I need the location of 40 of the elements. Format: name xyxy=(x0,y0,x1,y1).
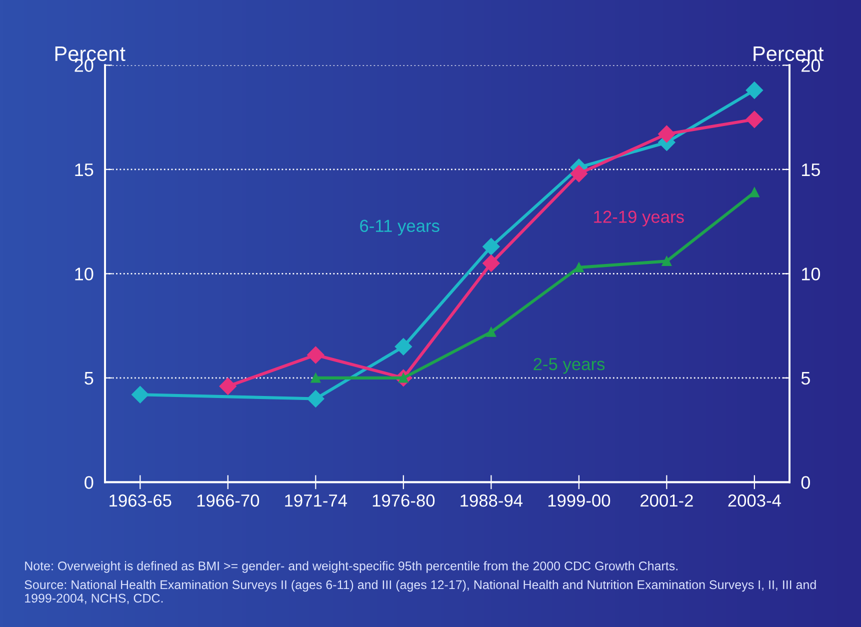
y-tick-label: 0 xyxy=(84,476,94,489)
y2-tick-label: 0 xyxy=(801,476,810,489)
series-label: 12-19 years xyxy=(594,210,684,226)
text: 2-5 years xyxy=(534,358,605,374)
point xyxy=(307,346,324,364)
x-tick-label: 1971-74 xyxy=(285,494,348,507)
y2-tick-label: 15 xyxy=(802,164,820,176)
x-tick-label: 2001-2 xyxy=(640,494,693,507)
y-tick-label: 15 xyxy=(75,164,94,176)
point xyxy=(658,125,676,143)
x-tick-label: 1988-94 xyxy=(460,494,523,507)
x-tick-label: 1999-00 xyxy=(548,494,610,507)
point xyxy=(574,262,584,272)
text: 6-11 years xyxy=(360,220,440,236)
point xyxy=(750,188,760,198)
point xyxy=(310,373,321,383)
y2-tick-label: 20 xyxy=(802,59,820,72)
text: Note: Overweight is defined as BMI >= gender- and weight-specific 95th percentile from the 2000 CDC Growth Charts. xyxy=(25,561,678,573)
point xyxy=(486,327,496,337)
point xyxy=(482,254,500,272)
point xyxy=(219,378,236,395)
point xyxy=(570,165,588,182)
source-note: Source: National Health Examination Surveys II (ages 6-11) and III (ages 12-17), National Health and Nutrition Examination Surveys I, II, III and 1999-2004, NCHS, CDC. xyxy=(24,580,816,604)
y-axis-title: Percent xyxy=(55,46,126,62)
point xyxy=(746,110,763,128)
point xyxy=(394,338,412,356)
point xyxy=(482,238,500,256)
y-tick-label: 10 xyxy=(75,268,94,280)
point xyxy=(662,256,672,266)
y2-tick-label: 10 xyxy=(802,268,820,280)
point xyxy=(746,82,763,99)
y2-axis-title: Percent xyxy=(754,46,824,62)
x-tick-label: 1976-80 xyxy=(372,494,435,507)
y2-tick-label: 5 xyxy=(801,372,810,385)
point xyxy=(307,390,324,408)
x-tick-label: 2003-4 xyxy=(728,494,781,507)
point xyxy=(132,386,149,404)
x-tick-label: 1966-70 xyxy=(197,494,260,507)
x-tick-label: 1963-65 xyxy=(110,494,172,507)
y-tick-label: 5 xyxy=(84,372,94,385)
